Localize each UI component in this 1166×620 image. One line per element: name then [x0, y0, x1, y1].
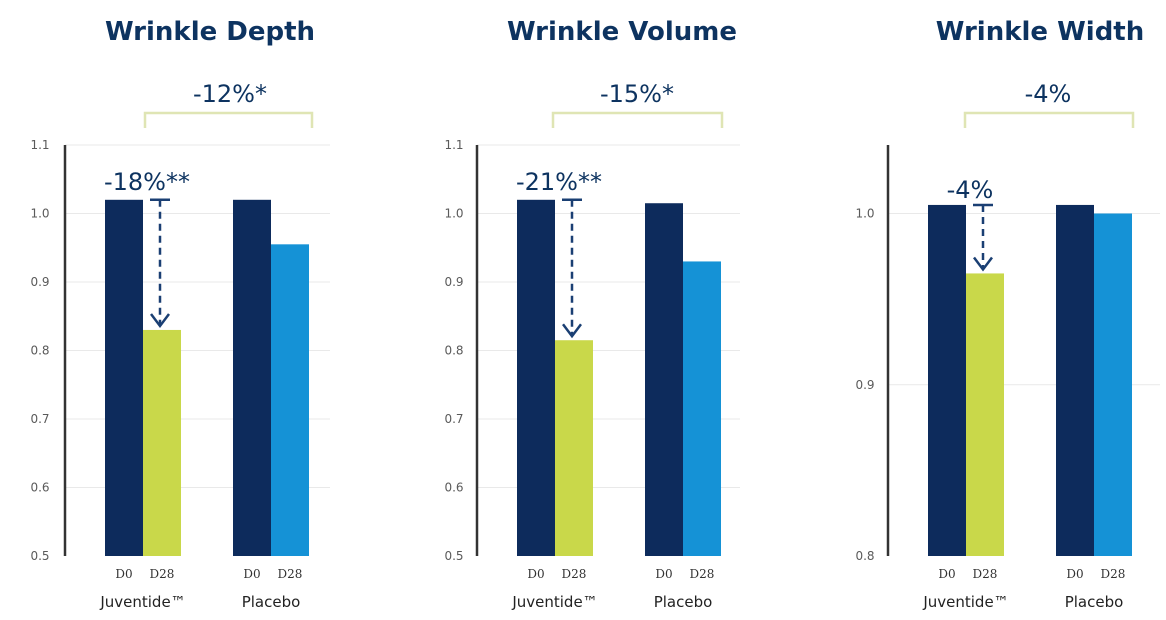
- x-tick-label: D0: [1066, 567, 1083, 581]
- y-tick-label: 1.0: [444, 207, 463, 221]
- chart-title: Wrinkle Width: [936, 17, 1145, 47]
- comparison-bracket: [145, 113, 312, 128]
- y-tick-label: 0.8: [30, 344, 49, 358]
- chart-title: Wrinkle Depth: [105, 17, 315, 47]
- group-label: Placebo: [654, 593, 713, 611]
- y-tick-label: 1.0: [855, 207, 874, 221]
- bar-0-0: [105, 200, 143, 556]
- bar-1-1: [683, 261, 721, 556]
- y-tick-label: 0.9: [444, 275, 463, 289]
- bar-0-1: [143, 330, 181, 556]
- y-tick-label: 1.0: [30, 207, 49, 221]
- y-tick-label: 0.9: [30, 275, 49, 289]
- x-tick-label: D0: [115, 567, 132, 581]
- y-tick-label: 1.1: [444, 138, 463, 152]
- chart-panel-2: Wrinkle Volume -15%* 0.5 0.6 0.7 0.8 0.9 1.0 1.1…: [444, 17, 740, 611]
- comparison-label: -4%: [1025, 80, 1072, 108]
- bar-1-0: [645, 203, 683, 556]
- comparison-bracket: [553, 113, 722, 128]
- y-tick-label: 0.7: [444, 412, 463, 426]
- bar-0-0: [517, 200, 555, 556]
- bar-1-1: [271, 244, 309, 556]
- x-tick-label: D28: [150, 567, 175, 581]
- group-label: Placebo: [1065, 593, 1124, 611]
- y-tick-label: 0.5: [444, 549, 463, 563]
- y-tick-label: 0.8: [444, 344, 463, 358]
- y-tick-label: 0.6: [444, 481, 463, 495]
- group-label: Juventide™: [99, 593, 185, 611]
- x-tick-label: D0: [938, 567, 955, 581]
- x-tick-label: D28: [690, 567, 715, 581]
- comparison-label: -15%*: [600, 80, 674, 108]
- x-tick-label: D28: [1101, 567, 1126, 581]
- bar-0-1: [966, 273, 1004, 556]
- change-label: -4%: [947, 176, 994, 204]
- y-tick-label: 0.5: [30, 549, 49, 563]
- change-label: -21%**: [516, 168, 602, 196]
- y-tick-label: 0.6: [30, 481, 49, 495]
- x-tick-label: D28: [278, 567, 303, 581]
- group-label: Juventide™: [922, 593, 1008, 611]
- bar-1-0: [233, 200, 271, 556]
- bar-1-1: [1094, 214, 1132, 557]
- group-label: Juventide™: [511, 593, 597, 611]
- x-tick-label: D28: [562, 567, 587, 581]
- group-label: Placebo: [242, 593, 301, 611]
- x-tick-label: D0: [527, 567, 544, 581]
- bar-1-0: [1056, 205, 1094, 556]
- y-tick-label: 0.8: [855, 549, 874, 563]
- x-tick-label: D0: [243, 567, 260, 581]
- x-tick-label: D0: [655, 567, 672, 581]
- x-tick-label: D28: [973, 567, 998, 581]
- chart-panel-3: Wrinkle Width -4% 0.8 0.9 1.0 D0 D28 Juventide™…: [855, 17, 1160, 611]
- chart-panel-1: Wrinkle Depth -12%* 0.5 0.6 0.7 0.8 0.9 1.0 1.1 D…: [30, 17, 330, 611]
- bar-0-0: [928, 205, 966, 556]
- bar-0-1: [555, 340, 593, 556]
- comparison-label: -12%*: [193, 80, 267, 108]
- y-tick-label: 1.1: [30, 138, 49, 152]
- change-label: -18%**: [104, 168, 190, 196]
- chart-title: Wrinkle Volume: [507, 17, 737, 47]
- y-tick-label: 0.7: [30, 412, 49, 426]
- comparison-bracket: [965, 113, 1133, 128]
- y-tick-label: 0.9: [855, 378, 874, 392]
